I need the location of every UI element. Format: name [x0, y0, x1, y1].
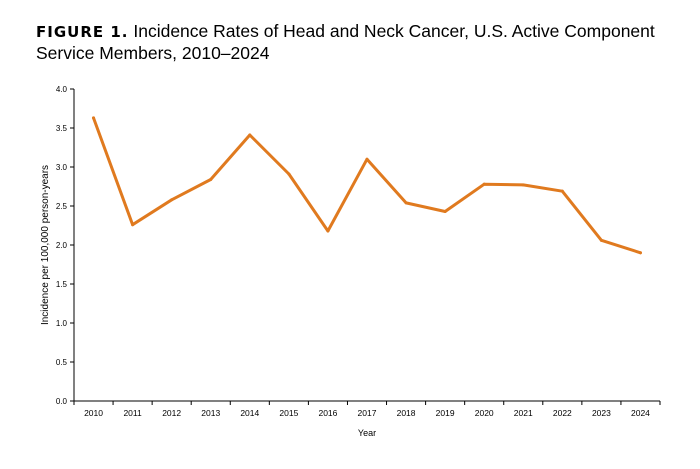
x-tick-label: 2010: [84, 408, 103, 418]
y-tick-label: 3.0: [56, 163, 68, 172]
y-axis-ticks: 0.0 0.5 1.0 1.5 2.0 2.5 3.0 3.5 4.0: [56, 85, 74, 406]
series-line: [92, 116, 642, 255]
x-tick-label: 2017: [358, 408, 377, 418]
data-point: [326, 229, 330, 233]
data-point: [482, 182, 486, 186]
data-point: [521, 183, 525, 187]
x-tick-label: 2012: [162, 408, 181, 418]
data-point: [209, 177, 213, 181]
data-point: [92, 116, 96, 120]
y-tick-label: 0.0: [56, 397, 68, 406]
data-point: [443, 209, 447, 213]
x-tick-label: 2024: [631, 408, 650, 418]
data-point: [170, 198, 174, 202]
figure-label: FIGURE 1.: [36, 23, 129, 41]
x-tick-label: 2016: [318, 408, 337, 418]
x-axis-ticks: 2010 2011 2012 2013 2014 2015 2016 2017 2018 2019…: [73, 401, 661, 418]
y-tick-label: 3.5: [56, 124, 68, 133]
y-tick-label: 1.5: [56, 280, 68, 289]
data-point: [365, 157, 369, 161]
data-point: [599, 238, 603, 242]
x-tick-label: 2011: [123, 408, 142, 418]
data-point: [287, 172, 291, 176]
x-tick-label: 2020: [475, 408, 494, 418]
x-tick-label: 2019: [436, 408, 455, 418]
y-tick-label: 0.5: [56, 358, 68, 367]
x-tick-label: 2023: [592, 408, 611, 418]
figure-title: FIGURE 1. Incidence Rates of Head and Ne…: [36, 21, 686, 64]
data-point: [404, 201, 408, 205]
y-tick-label: 1.0: [56, 319, 68, 328]
data-point: [638, 251, 642, 255]
data-point: [248, 133, 252, 137]
x-tick-label: 2022: [553, 408, 572, 418]
y-tick-label: 2.0: [56, 241, 68, 250]
x-tick-label: 2015: [279, 408, 298, 418]
x-tick-label: 2014: [240, 408, 259, 418]
y-axis-label: Incidence per 100,000 person-years: [40, 165, 51, 325]
x-tick-label: 2021: [514, 408, 533, 418]
figure-title-text: Incidence Rates of Head and Neck Cancer,…: [36, 21, 655, 63]
x-tick-label: 2018: [397, 408, 416, 418]
x-axis-label: Year: [358, 428, 376, 438]
y-tick-label: 4.0: [56, 85, 68, 94]
series-layer: [92, 116, 642, 255]
data-point: [131, 223, 135, 227]
y-tick-label: 2.5: [56, 202, 68, 211]
x-tick-label: 2013: [201, 408, 220, 418]
data-point: [560, 189, 564, 193]
